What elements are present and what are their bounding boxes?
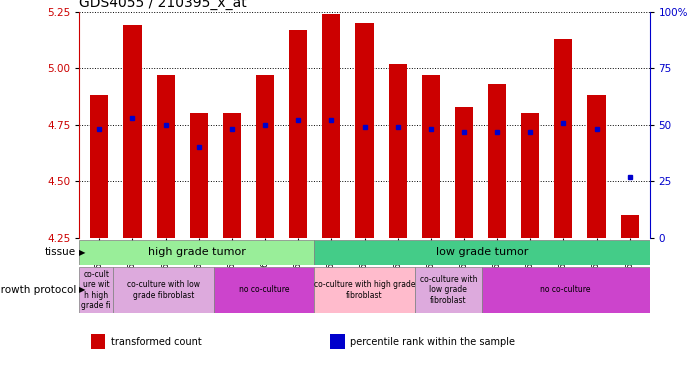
Text: co-culture with low
grade fibroblast: co-culture with low grade fibroblast: [127, 280, 200, 300]
Bar: [422, 75, 440, 238]
Bar: [455, 107, 473, 238]
Text: ▶: ▶: [79, 248, 85, 257]
Bar: [91, 334, 105, 349]
Bar: [355, 23, 374, 238]
Text: high grade tumor: high grade tumor: [148, 247, 246, 258]
Bar: [214, 267, 314, 313]
Bar: [314, 240, 650, 265]
Bar: [587, 95, 605, 238]
Bar: [521, 114, 540, 238]
Bar: [256, 75, 274, 238]
Bar: [157, 75, 175, 238]
Text: growth protocol: growth protocol: [0, 285, 76, 295]
Bar: [415, 267, 482, 313]
Bar: [223, 114, 241, 238]
Text: no co-culture: no co-culture: [238, 285, 289, 295]
Text: low grade tumor: low grade tumor: [436, 247, 528, 258]
Text: co-culture with
low grade
fibroblast: co-culture with low grade fibroblast: [419, 275, 477, 305]
Bar: [322, 14, 341, 238]
Bar: [388, 64, 407, 238]
Bar: [91, 95, 108, 238]
Bar: [330, 334, 345, 349]
Text: percentile rank within the sample: percentile rank within the sample: [350, 337, 515, 347]
Text: tissue: tissue: [45, 247, 76, 258]
Bar: [621, 215, 638, 238]
Text: GDS4055 / 210395_x_at: GDS4055 / 210395_x_at: [79, 0, 247, 10]
Bar: [289, 30, 307, 238]
Text: transformed count: transformed count: [111, 337, 202, 347]
Bar: [113, 267, 214, 313]
Bar: [79, 240, 314, 265]
Text: no co-culture: no co-culture: [540, 285, 591, 295]
Text: co-cult
ure wit
h high
grade fi: co-cult ure wit h high grade fi: [82, 270, 111, 310]
Bar: [554, 39, 572, 238]
Bar: [482, 267, 650, 313]
Text: ▶: ▶: [79, 285, 85, 295]
Bar: [189, 114, 208, 238]
Bar: [79, 267, 113, 313]
Text: co-culture with high grade
fibroblast: co-culture with high grade fibroblast: [314, 280, 415, 300]
Bar: [314, 267, 415, 313]
Bar: [488, 84, 507, 238]
Bar: [124, 25, 142, 238]
